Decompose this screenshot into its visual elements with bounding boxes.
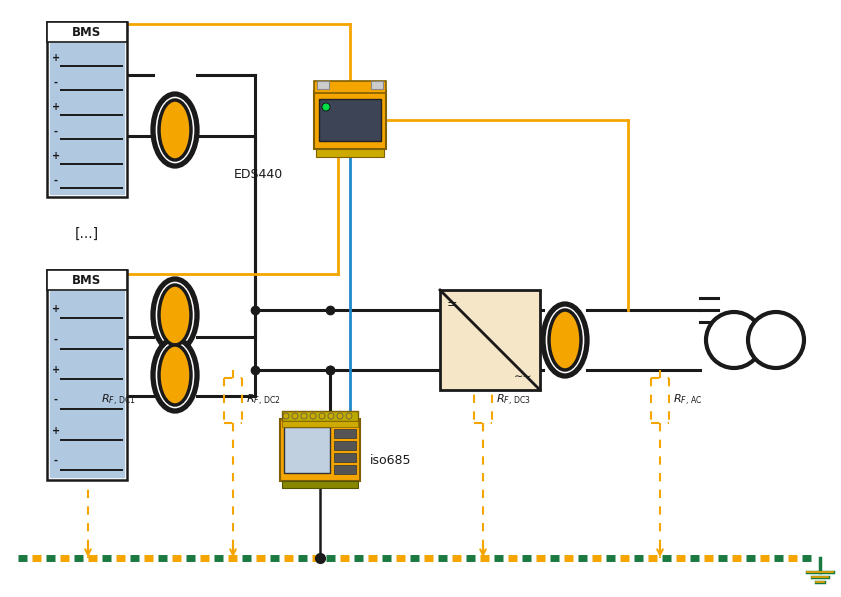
- Text: BMS: BMS: [72, 273, 102, 287]
- Ellipse shape: [153, 279, 197, 351]
- Ellipse shape: [543, 304, 587, 376]
- Bar: [47, 22, 127, 42]
- Text: $R_{F,\,\mathrm{AC}}$: $R_{F,\,\mathrm{AC}}$: [673, 393, 703, 408]
- Bar: [334, 429, 356, 438]
- Bar: [334, 441, 356, 450]
- Circle shape: [346, 413, 352, 419]
- Text: +: +: [52, 426, 60, 435]
- Circle shape: [283, 413, 289, 419]
- Text: -: -: [54, 78, 58, 88]
- Bar: [282, 481, 358, 488]
- Circle shape: [319, 413, 325, 419]
- Text: BMS: BMS: [72, 26, 102, 38]
- Text: EDS440: EDS440: [234, 168, 283, 181]
- Text: -: -: [54, 456, 58, 466]
- Circle shape: [706, 312, 762, 368]
- Bar: [47, 22, 127, 197]
- Bar: [280, 419, 360, 481]
- Ellipse shape: [159, 285, 191, 345]
- Bar: [284, 427, 330, 473]
- Circle shape: [748, 312, 804, 368]
- Text: ∼∼: ∼∼: [514, 372, 533, 382]
- Text: +: +: [52, 102, 60, 112]
- Ellipse shape: [153, 339, 197, 411]
- Bar: [47, 270, 127, 290]
- Circle shape: [292, 413, 298, 419]
- Ellipse shape: [549, 310, 581, 370]
- Text: [...]: [...]: [75, 226, 99, 241]
- Circle shape: [322, 103, 330, 111]
- Text: -: -: [54, 127, 58, 137]
- Text: $R_{F,\,\mathrm{DC3}}$: $R_{F,\,\mathrm{DC3}}$: [496, 393, 532, 408]
- Circle shape: [301, 413, 307, 419]
- Bar: [334, 453, 356, 462]
- Text: +: +: [52, 304, 60, 314]
- Circle shape: [328, 413, 334, 419]
- Text: +: +: [52, 365, 60, 375]
- Bar: [440, 290, 540, 390]
- Circle shape: [310, 413, 316, 419]
- Text: +: +: [52, 53, 60, 63]
- Text: -: -: [54, 176, 58, 186]
- Ellipse shape: [159, 345, 191, 405]
- Bar: [282, 421, 358, 427]
- Bar: [314, 91, 386, 149]
- Bar: [50, 291, 124, 477]
- Bar: [47, 270, 127, 480]
- Text: -: -: [54, 334, 58, 344]
- Bar: [316, 149, 384, 157]
- Bar: [314, 81, 386, 93]
- Bar: [371, 81, 383, 89]
- Text: $R_{F,\,\mathrm{DC2}}$: $R_{F,\,\mathrm{DC2}}$: [246, 393, 281, 408]
- Bar: [319, 99, 381, 141]
- Text: -: -: [54, 395, 58, 405]
- Circle shape: [337, 413, 343, 419]
- Text: $R_{F,\,\mathrm{DC1}}$: $R_{F,\,\mathrm{DC1}}$: [101, 393, 136, 408]
- Bar: [334, 465, 356, 474]
- Text: iso685: iso685: [370, 454, 411, 466]
- Bar: [317, 81, 329, 89]
- Bar: [282, 411, 358, 421]
- Bar: [50, 43, 124, 194]
- Ellipse shape: [159, 100, 191, 160]
- Text: =: =: [447, 298, 458, 311]
- Text: +: +: [52, 151, 60, 161]
- Ellipse shape: [153, 94, 197, 166]
